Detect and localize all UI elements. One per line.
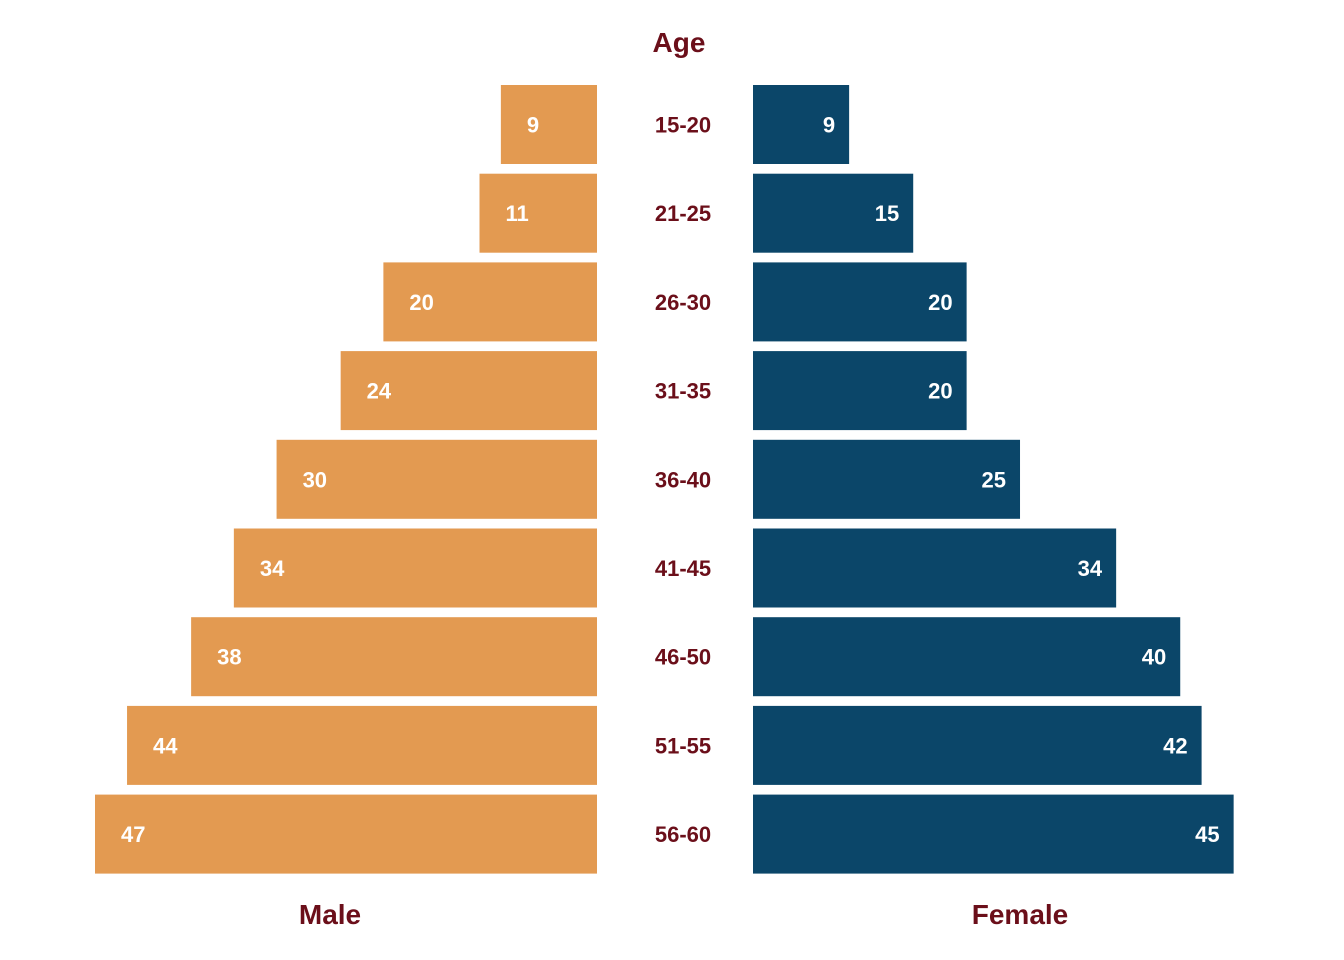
age-row-51-55: 51-55 44 42 [127, 705, 1202, 785]
age-row-46-50: 46-50 38 40 [191, 617, 1181, 697]
female-bar [753, 351, 967, 431]
male-axis-title: Male [299, 899, 361, 930]
female-bar [753, 173, 914, 253]
female-value-label: 20 [928, 379, 952, 404]
age-axis-title: Age [653, 27, 706, 58]
male-value-label: 11 [506, 201, 529, 226]
female-bar [753, 705, 1202, 785]
female-value-label: 34 [1078, 556, 1103, 581]
male-bar [479, 173, 597, 253]
age-row-36-40: 36-40 30 25 [276, 439, 1021, 519]
female-bar [753, 617, 1181, 697]
female-value-label: 25 [982, 467, 1006, 492]
female-value-label: 20 [928, 290, 952, 315]
male-bar [500, 85, 597, 164]
male-value-label: 9 [527, 113, 539, 138]
female-axis-title: Female [972, 899, 1069, 930]
age-row-31-35: 31-35 24 20 [340, 351, 967, 431]
female-value-label: 42 [1163, 733, 1187, 758]
male-value-label: 24 [367, 379, 392, 404]
age-category-label: 56-60 [655, 822, 711, 847]
age-row-41-45: 41-45 34 34 [233, 528, 1117, 608]
age-category-label: 51-55 [655, 733, 711, 758]
age-category-label: 15-20 [655, 113, 711, 138]
age-row-26-30: 26-30 20 20 [383, 262, 967, 342]
male-value-label: 30 [303, 467, 327, 492]
age-category-label: 21-25 [655, 201, 711, 226]
age-row-56-60: 56-60 47 45 [95, 794, 1234, 874]
male-bar [340, 351, 597, 431]
female-value-label: 15 [875, 201, 899, 226]
male-value-label: 38 [217, 645, 241, 670]
male-bar [233, 528, 597, 608]
female-bar [753, 262, 967, 342]
male-bar [127, 705, 598, 785]
female-bar [753, 85, 850, 164]
male-bar [95, 794, 597, 874]
male-value-label: 20 [409, 290, 433, 315]
male-bar [276, 439, 597, 519]
age-category-label: 26-30 [655, 290, 711, 315]
age-category-label: 36-40 [655, 467, 711, 492]
female-bar [753, 439, 1021, 519]
female-value-label: 45 [1195, 822, 1219, 847]
female-value-label: 9 [823, 113, 835, 138]
male-bar [383, 262, 597, 342]
age-row-15-20: 15-20 9 9 [500, 85, 850, 164]
age-category-label: 46-50 [655, 645, 711, 670]
male-bar [191, 617, 597, 697]
female-value-label: 40 [1142, 645, 1166, 670]
age-row-21-25: 21-25 11 15 [479, 173, 914, 253]
age-category-label: 41-45 [655, 556, 711, 581]
age-category-label: 31-35 [655, 379, 711, 404]
female-bar [753, 794, 1234, 874]
female-bar [753, 528, 1117, 608]
male-value-label: 34 [260, 556, 285, 581]
male-value-label: 47 [121, 822, 145, 847]
male-value-label: 44 [153, 733, 178, 758]
